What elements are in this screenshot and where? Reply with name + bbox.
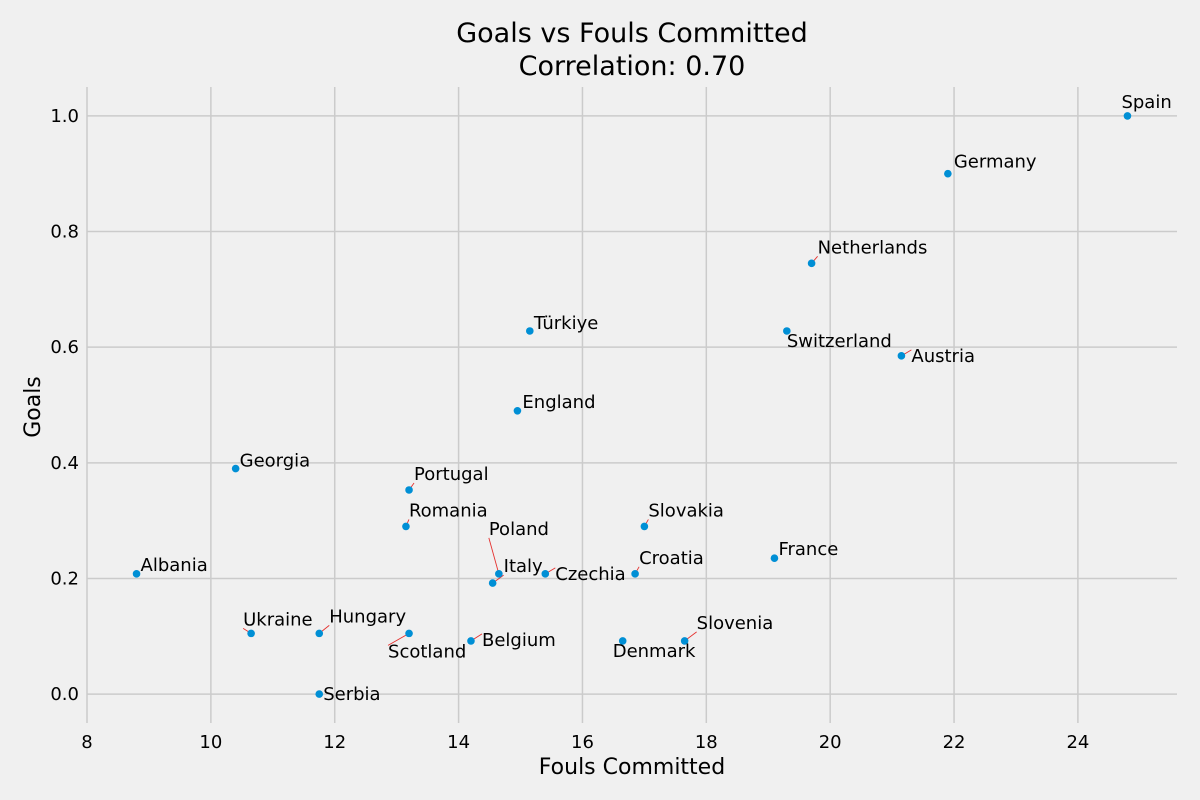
x-tick-label: 10: [199, 732, 222, 753]
point-label: Poland: [489, 519, 549, 540]
data-point: [526, 327, 534, 335]
point-label: Denmark: [613, 641, 696, 662]
data-point: [680, 637, 689, 645]
data-point: [315, 690, 324, 698]
point-label: Hungary: [329, 606, 406, 627]
point-label: Portugal: [414, 464, 489, 485]
leader-line: [488, 537, 500, 574]
x-tick-label: 18: [695, 732, 718, 753]
x-tick-label: 22: [943, 732, 966, 753]
data-point: [132, 570, 141, 578]
point-label: Romania: [409, 500, 488, 521]
data-point: [315, 629, 324, 638]
point-label: Austria: [911, 346, 975, 367]
data-point: [807, 259, 816, 268]
point-label: Belgium: [482, 630, 556, 651]
point-label: Spain: [1121, 92, 1171, 113]
data-point: [513, 406, 522, 415]
data-point: [405, 486, 413, 494]
x-tick-label: 14: [447, 732, 470, 753]
chart-subtitle: Correlation: 0.70: [519, 51, 746, 82]
point-label: Switzerland: [787, 331, 892, 352]
point-label: Türkiye: [533, 313, 599, 334]
data-points: [132, 112, 1132, 698]
chart-title: Goals vs Fouls Committed: [456, 18, 808, 49]
x-tick-label: 20: [819, 732, 842, 753]
leader-lines: [242, 256, 912, 646]
y-tick-label: 0.2: [50, 568, 79, 589]
point-label: Albania: [141, 555, 208, 576]
point-label: Germany: [954, 152, 1037, 173]
x-tick-label: 24: [1066, 732, 1089, 753]
tick-labels: 8 10 12 14 16 18 20 22 24 0.0 0.2 0.4 0.6 0.8 1.0: [50, 106, 1089, 753]
data-point: [405, 629, 413, 638]
data-point: [402, 522, 410, 531]
data-point: [231, 464, 240, 473]
x-tick-label: 16: [571, 732, 594, 753]
grid-layer: [86, 87, 1177, 723]
point-label: Czechia: [555, 564, 625, 585]
data-point: [488, 579, 497, 587]
point-labels: Spain Germany Netherlands Switzerland Austri…: [141, 92, 1172, 705]
point-label: Netherlands: [818, 237, 928, 258]
y-axis-label: Goals: [21, 376, 46, 438]
y-tick-label: 0.0: [50, 684, 79, 705]
point-label: Georgia: [240, 451, 311, 472]
data-point: [1123, 112, 1132, 120]
x-tick-label: 12: [323, 732, 346, 753]
point-label: Slovakia: [648, 500, 724, 521]
y-tick-label: 0.8: [50, 222, 79, 243]
data-point: [783, 327, 791, 335]
y-tick-label: 0.6: [50, 337, 79, 358]
y-tick-label: 0.4: [50, 453, 79, 474]
data-point: [631, 570, 639, 578]
data-point: [495, 570, 503, 578]
point-label: Scotland: [388, 641, 466, 662]
data-point: [467, 637, 475, 645]
data-point: [640, 522, 649, 531]
point-label: Italy: [504, 556, 543, 577]
data-point: [897, 352, 906, 360]
data-point: [770, 554, 779, 563]
data-point: [247, 629, 255, 638]
x-axis-label: Fouls Committed: [539, 755, 725, 780]
data-point: [541, 570, 550, 578]
data-point: [618, 637, 627, 645]
point-label: Serbia: [323, 684, 380, 705]
y-tick-label: 1.0: [50, 106, 79, 127]
leader-line: [387, 632, 410, 646]
point-label: France: [778, 539, 838, 560]
x-tick-label: 8: [81, 732, 92, 753]
point-label: Slovenia: [697, 613, 774, 634]
point-label: Ukraine: [243, 609, 313, 630]
point-label: Croatia: [639, 548, 704, 569]
data-point: [944, 169, 952, 178]
point-label: England: [522, 392, 595, 413]
